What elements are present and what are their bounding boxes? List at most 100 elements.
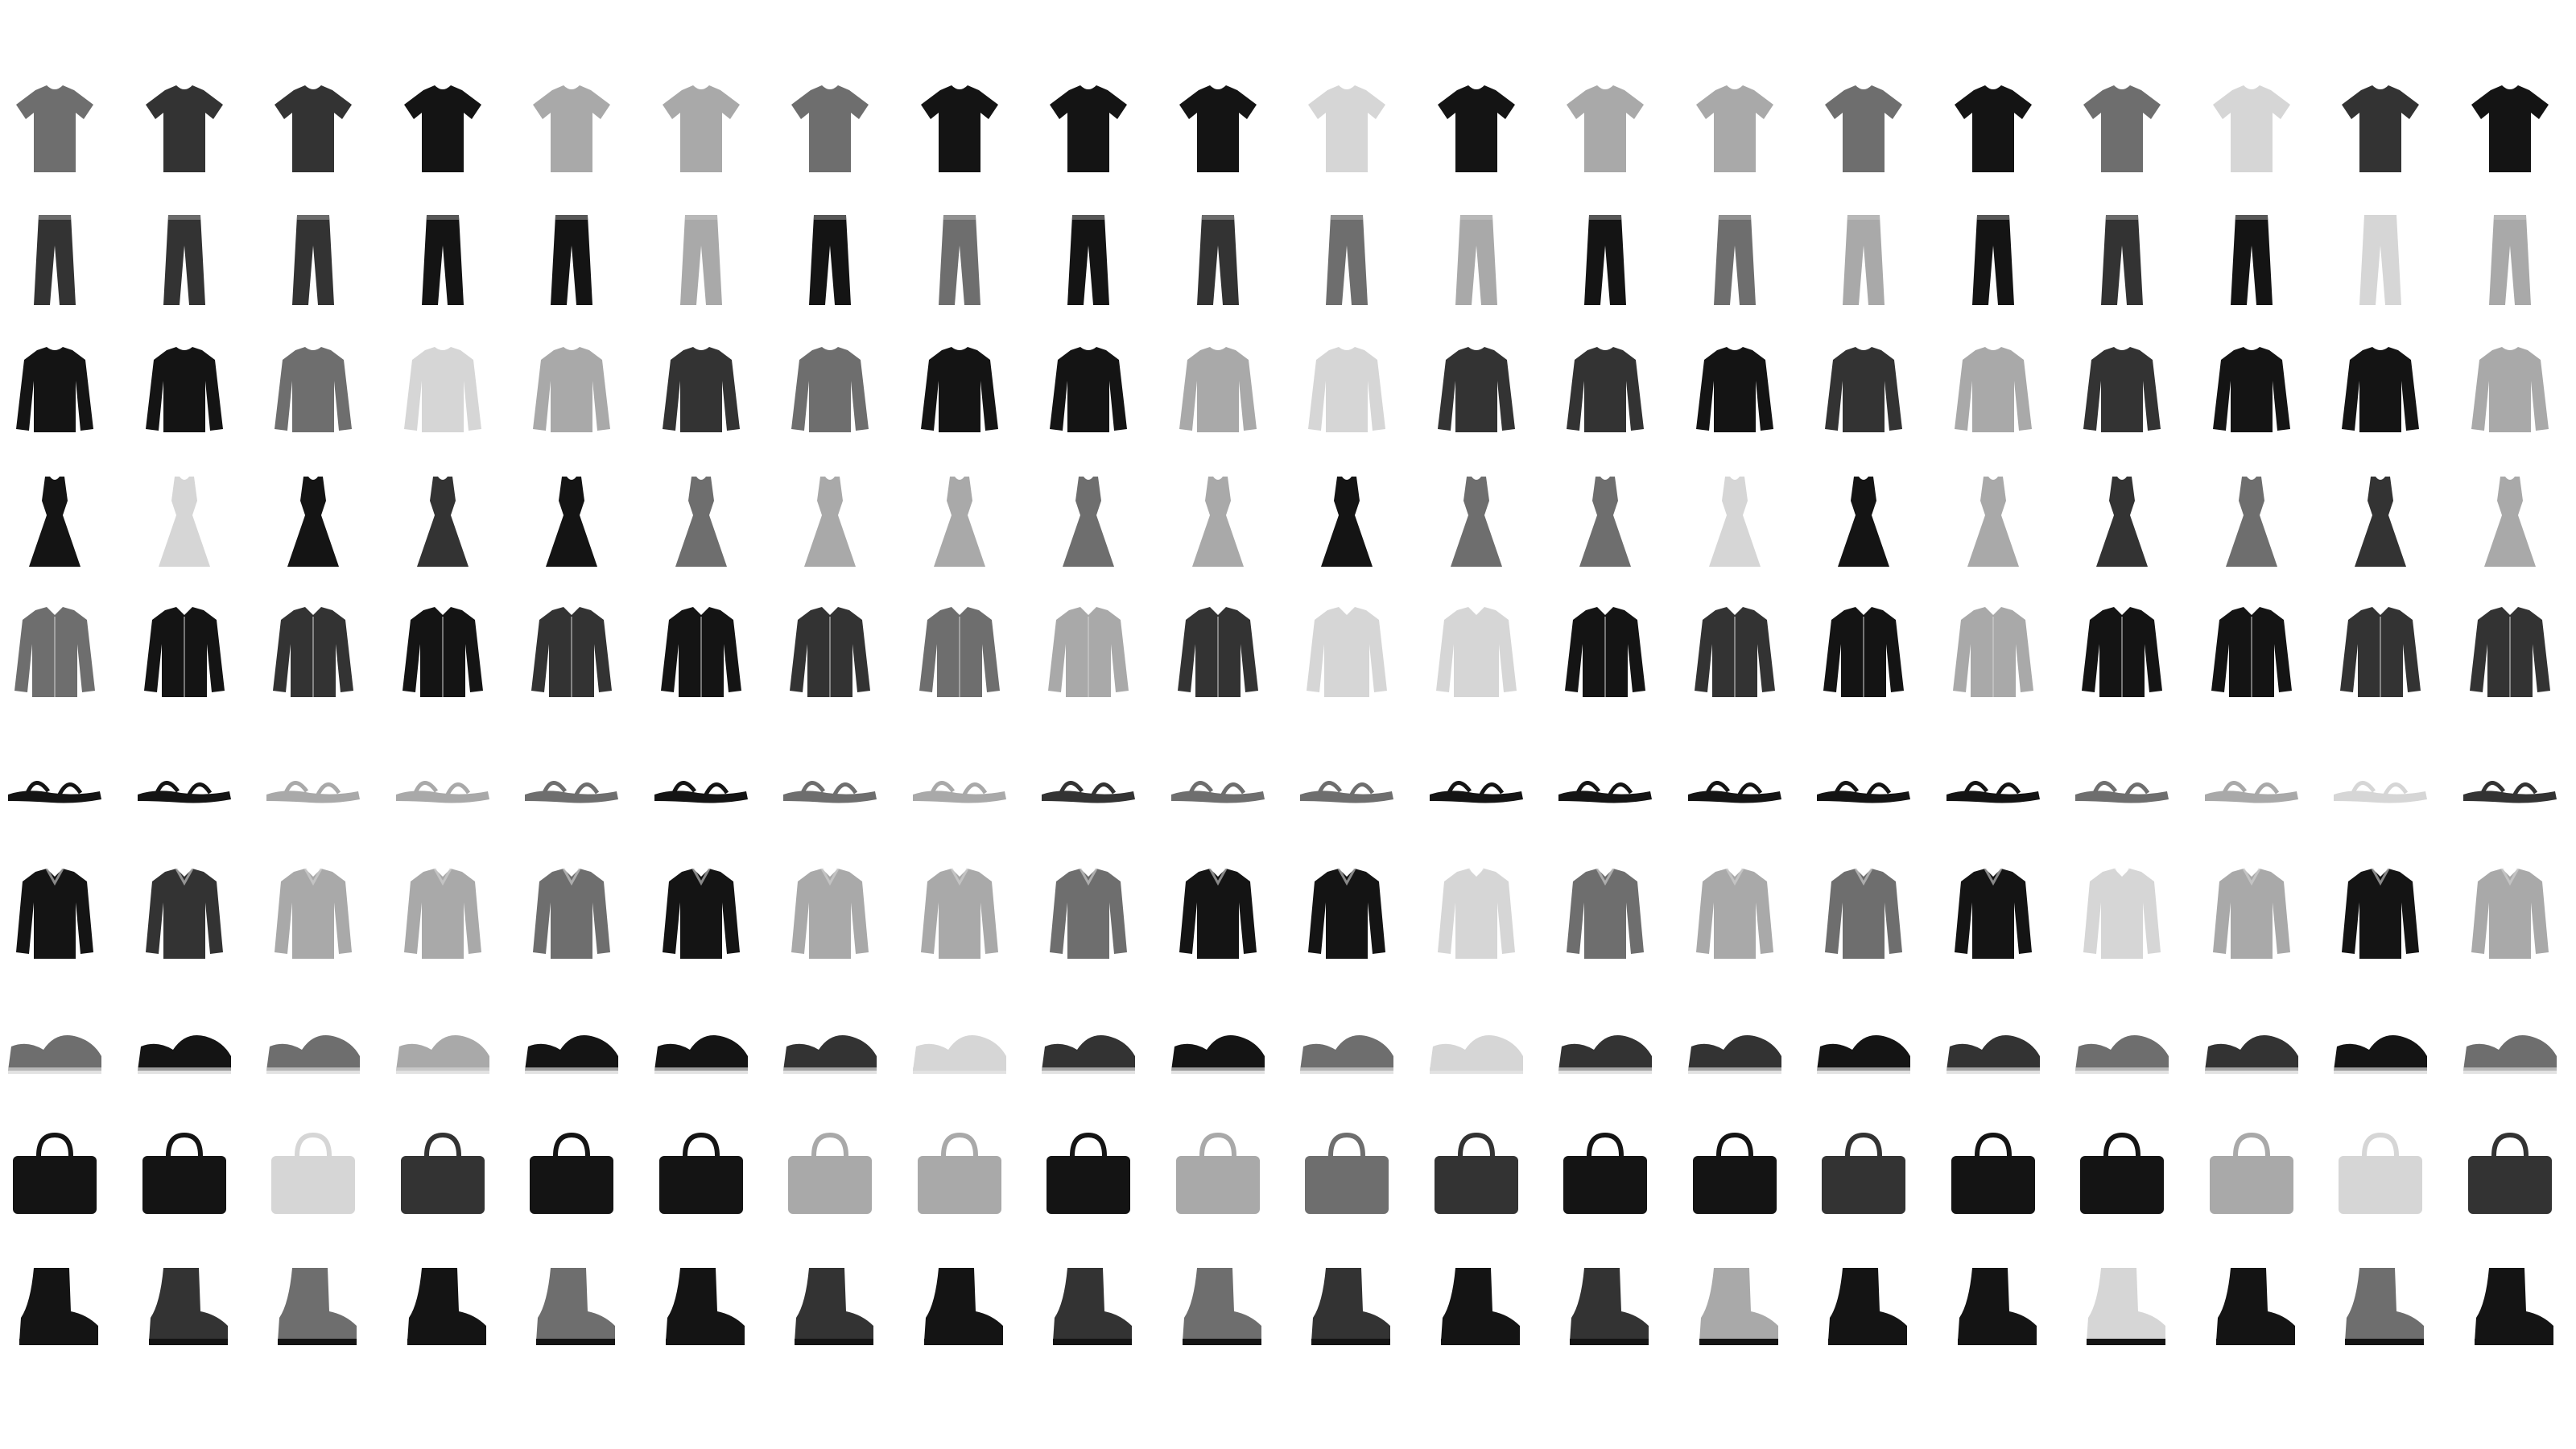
coat-thumbnail — [2458, 601, 2562, 704]
bag-icon — [2080, 1132, 2164, 1214]
coat-icon — [919, 607, 1000, 697]
ankle-boot-thumbnail — [2329, 1255, 2432, 1358]
sneaker-thumbnail — [520, 993, 623, 1096]
tshirt-icon — [2342, 85, 2419, 172]
shirt-icon — [791, 868, 869, 959]
coat-thumbnail — [1554, 601, 1657, 704]
ankle-boot-icon — [2215, 1267, 2295, 1345]
dress-thumbnail — [262, 470, 365, 573]
shirt-thumbnail — [778, 862, 881, 965]
dress-thumbnail — [1295, 470, 1398, 573]
ankle-boot-thumbnail — [520, 1255, 623, 1358]
pullover-icon — [2471, 347, 2549, 432]
dress-icon — [675, 476, 727, 567]
tshirt-thumbnail — [1554, 77, 1657, 180]
sneaker-thumbnail — [650, 993, 753, 1096]
tshirt-thumbnail — [2329, 77, 2432, 180]
ankle-boot-thumbnail — [2458, 1255, 2562, 1358]
sandal-thumbnail — [2458, 732, 2562, 835]
bag-icon — [1822, 1132, 1905, 1214]
ankle-boot-thumbnail — [1037, 1255, 1140, 1358]
pullover-icon — [1437, 347, 1515, 432]
ankle-boot-thumbnail — [1295, 1255, 1398, 1358]
coat-thumbnail — [908, 601, 1011, 704]
coat-thumbnail — [1942, 601, 2045, 704]
sneaker-icon — [137, 1034, 231, 1074]
tshirt-thumbnail — [262, 77, 365, 180]
bag-icon — [1434, 1132, 1518, 1214]
sandal-icon — [1946, 780, 2040, 803]
shirt-thumbnail — [2458, 862, 2562, 965]
bag-thumbnail — [1812, 1124, 1915, 1227]
coat-icon — [790, 607, 870, 697]
sandal-thumbnail — [2200, 732, 2303, 835]
trousers-thumbnail — [2329, 208, 2432, 312]
trousers-thumbnail — [3, 208, 106, 312]
sandal-thumbnail — [3, 732, 106, 835]
tshirt-icon — [2083, 85, 2161, 172]
sandal-icon — [912, 780, 1006, 803]
sandal-thumbnail — [391, 732, 494, 835]
sandal-icon — [2334, 780, 2427, 803]
sneaker-icon — [8, 1034, 101, 1074]
ankle-boot-icon — [1570, 1267, 1649, 1345]
sneaker-icon — [2334, 1034, 2427, 1074]
tshirt-thumbnail — [1037, 77, 1140, 180]
dress-icon — [1450, 476, 1502, 567]
sandal-thumbnail — [908, 732, 1011, 835]
sneaker-thumbnail — [2458, 993, 2562, 1096]
bag-thumbnail — [1425, 1124, 1528, 1227]
tshirt-thumbnail — [908, 77, 1011, 180]
tshirt-thumbnail — [1683, 77, 1786, 180]
dress-icon — [1321, 476, 1373, 567]
bag-thumbnail — [2070, 1124, 2174, 1227]
pullover-icon — [791, 347, 869, 432]
sneaker-icon — [2204, 1034, 2298, 1074]
sneaker-thumbnail — [1425, 993, 1528, 1096]
ankle-boot-thumbnail — [908, 1255, 1011, 1358]
pullover-icon — [533, 347, 610, 432]
coat-icon — [1048, 607, 1129, 697]
shirt-icon — [1308, 868, 1385, 959]
dress-icon — [1579, 476, 1631, 567]
pullover-thumbnail — [2070, 339, 2174, 442]
tshirt-icon — [403, 85, 481, 172]
dress-icon — [1063, 476, 1114, 567]
ankle-boot-thumbnail — [133, 1255, 236, 1358]
sneaker-thumbnail — [1166, 993, 1269, 1096]
pullover-icon — [920, 347, 998, 432]
dress-icon — [416, 476, 469, 567]
coat-thumbnail — [1425, 601, 1528, 704]
trousers-thumbnail — [1812, 208, 1915, 312]
dress-thumbnail — [2200, 470, 2303, 573]
trousers-thumbnail — [650, 208, 753, 312]
pullover-thumbnail — [133, 339, 236, 442]
coat-icon — [1307, 607, 1387, 697]
dress-icon — [546, 476, 597, 567]
tshirt-thumbnail — [1295, 77, 1398, 180]
trousers-thumbnail — [2458, 208, 2562, 312]
ankle-boot-icon — [278, 1267, 357, 1345]
coat-thumbnail — [1683, 601, 1786, 704]
sandal-icon — [137, 780, 231, 803]
trousers-thumbnail — [262, 208, 365, 312]
coat-icon — [1177, 607, 1258, 697]
sandal-icon — [2462, 780, 2557, 803]
sneaker-thumbnail — [1812, 993, 1915, 1096]
pullover-thumbnail — [1942, 339, 2045, 442]
sandal-thumbnail — [1683, 732, 1786, 835]
pullover-icon — [1050, 347, 1127, 432]
sneaker-thumbnail — [908, 993, 1011, 1096]
bag-icon — [13, 1132, 97, 1214]
pullover-icon — [1179, 347, 1257, 432]
coat-icon — [1952, 607, 2033, 697]
bag-thumbnail — [1554, 1124, 1657, 1227]
dress-thumbnail — [391, 470, 494, 573]
sandal-icon — [1429, 780, 1523, 803]
shirt-icon — [1567, 868, 1644, 959]
sandal-icon — [1558, 780, 1652, 803]
sandal-icon — [395, 780, 489, 803]
trousers-icon — [2488, 214, 2531, 305]
tshirt-icon — [1567, 85, 1644, 172]
trousers-icon — [1067, 214, 1109, 305]
